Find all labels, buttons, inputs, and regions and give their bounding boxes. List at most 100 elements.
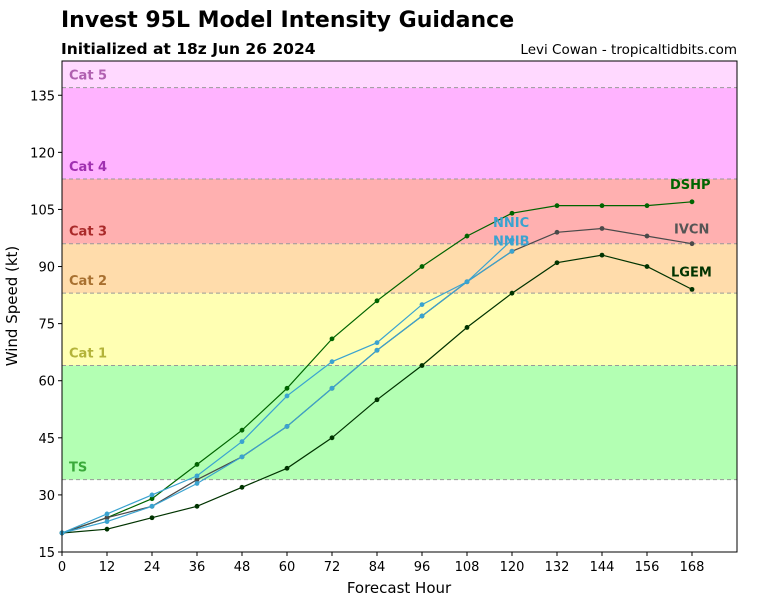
- chart-credit: Levi Cowan - tropicaltidbits.com: [520, 42, 737, 58]
- point-lgem-3: [194, 503, 200, 509]
- point-ivcn-11: [554, 229, 560, 235]
- y-tick-label-105: 105: [30, 203, 55, 218]
- point-lgem-2: [149, 515, 155, 521]
- point-lgem-9: [464, 325, 470, 330]
- x-tick-label-60: 60: [279, 560, 296, 575]
- point-lgem-10: [509, 290, 515, 296]
- chart-subtitle: Initialized at 18z Jun 26 2024: [61, 40, 316, 58]
- point-nnib-4: [239, 454, 245, 460]
- y-tick-label-15: 15: [38, 546, 55, 561]
- point-nnic-1: [104, 511, 110, 517]
- point-dshp-14: [689, 199, 695, 205]
- point-nnib-10: [509, 248, 515, 254]
- point-lgem-6: [329, 435, 335, 441]
- chart-title: Invest 95L Model Intensity Guidance: [61, 8, 515, 33]
- point-nnic-5: [284, 393, 290, 399]
- series-labels: DSHP IVCN LGEM NNIC NNIB: [493, 178, 712, 281]
- band-label-4: Cat 4: [69, 160, 107, 175]
- point-ivcn-12: [599, 226, 605, 231]
- band-label-3: Cat 3: [69, 225, 107, 240]
- point-dshp-6: [329, 336, 335, 342]
- point-nnic-4: [239, 439, 245, 445]
- point-nnic-8: [419, 302, 425, 307]
- x-tick-label-72: 72: [324, 560, 341, 575]
- band-label-0: TS: [69, 461, 87, 476]
- y-tick-label-75: 75: [38, 318, 55, 333]
- band-label-5: Cat 5: [69, 69, 107, 84]
- x-tick-label-0: 0: [58, 560, 66, 575]
- point-lgem-4: [239, 484, 245, 490]
- point-nnic-10: [509, 237, 515, 243]
- point-nnib-1: [104, 519, 110, 524]
- point-lgem-12: [599, 252, 605, 258]
- band-1: [62, 293, 737, 366]
- point-ivcn-13: [644, 233, 650, 239]
- point-nnic-2: [149, 492, 155, 498]
- band-0: [62, 365, 737, 480]
- category-bands: TS Cat 1 Cat 2 Cat 3 Cat 4 Cat 5: [62, 61, 737, 481]
- point-nnib-9: [464, 279, 470, 285]
- point-dshp-7: [374, 298, 380, 304]
- point-ivcn-3: [194, 477, 200, 483]
- x-tick-label-48: 48: [234, 560, 251, 575]
- point-nnib-5: [284, 423, 290, 429]
- band-label-1: Cat 1: [69, 346, 107, 361]
- band-2: [62, 243, 737, 294]
- point-dshp-2: [149, 496, 155, 502]
- x-tick-label-144: 144: [590, 560, 615, 575]
- point-lgem-5: [284, 465, 290, 471]
- y-tick-label-30: 30: [38, 489, 55, 504]
- point-dshp-10: [509, 210, 515, 216]
- band-3: [62, 178, 737, 244]
- point-lgem-7: [374, 397, 380, 403]
- plot-frame: [61, 60, 738, 553]
- series-label-ivcn: IVCN: [674, 223, 709, 238]
- y-tick-label-135: 135: [30, 89, 55, 104]
- point-nnib-2: [149, 503, 155, 509]
- band-4: [62, 87, 737, 179]
- point-nnib-7: [374, 347, 380, 353]
- x-tick-label-132: 132: [545, 560, 570, 575]
- point-dshp-9: [464, 233, 470, 239]
- y-axis-label: Wind Speed (kt): [3, 246, 21, 367]
- point-dshp-8: [419, 264, 425, 269]
- band-label-2: Cat 2: [69, 274, 107, 289]
- x-tick-label-12: 12: [99, 560, 116, 575]
- point-dshp-12: [599, 203, 605, 209]
- point-dshp-11: [554, 203, 560, 209]
- y-tick-label-120: 120: [30, 146, 55, 161]
- point-lgem-11: [554, 260, 560, 266]
- point-lgem-14: [689, 286, 695, 292]
- point-ivcn-14: [689, 241, 695, 247]
- x-tick-label-96: 96: [414, 560, 431, 575]
- x-tick-label-36: 36: [189, 560, 206, 575]
- point-lgem-8: [419, 363, 425, 368]
- point-dshp-13: [644, 203, 650, 209]
- point-ivcn-1: [104, 515, 110, 521]
- x-tick-label-24: 24: [144, 560, 161, 575]
- point-lgem-1: [104, 526, 110, 532]
- point-nnib-8: [419, 313, 425, 319]
- y-tick-label-90: 90: [38, 261, 55, 276]
- point-dshp-5: [284, 385, 290, 391]
- series-label-dshp: DSHP: [670, 178, 711, 193]
- point-lgem-13: [644, 264, 650, 269]
- x-axis-label: Forecast Hour: [347, 579, 452, 597]
- series-label-nnib: NNIB: [493, 234, 530, 249]
- point-dshp-3: [194, 462, 200, 467]
- point-nnic-7: [374, 340, 380, 346]
- series-label-nnic: NNIC: [493, 216, 529, 231]
- x-tick-label-120: 120: [500, 560, 525, 575]
- series-lines: [59, 199, 695, 536]
- x-tick-label-108: 108: [455, 560, 480, 575]
- x-tick-label-168: 168: [680, 560, 705, 575]
- y-tick-label-45: 45: [38, 432, 55, 447]
- y-tick-label-60: 60: [38, 375, 55, 390]
- x-tick-label-84: 84: [369, 560, 386, 575]
- point-nnic-6: [329, 359, 335, 365]
- point-dshp-4: [239, 427, 245, 433]
- x-tick-label-156: 156: [635, 560, 660, 575]
- axes: 0 12 24 36 48 60 72 84 96 108 120 132 144 156 168 15 30 4…: [30, 60, 738, 575]
- series-label-lgem: LGEM: [671, 265, 712, 280]
